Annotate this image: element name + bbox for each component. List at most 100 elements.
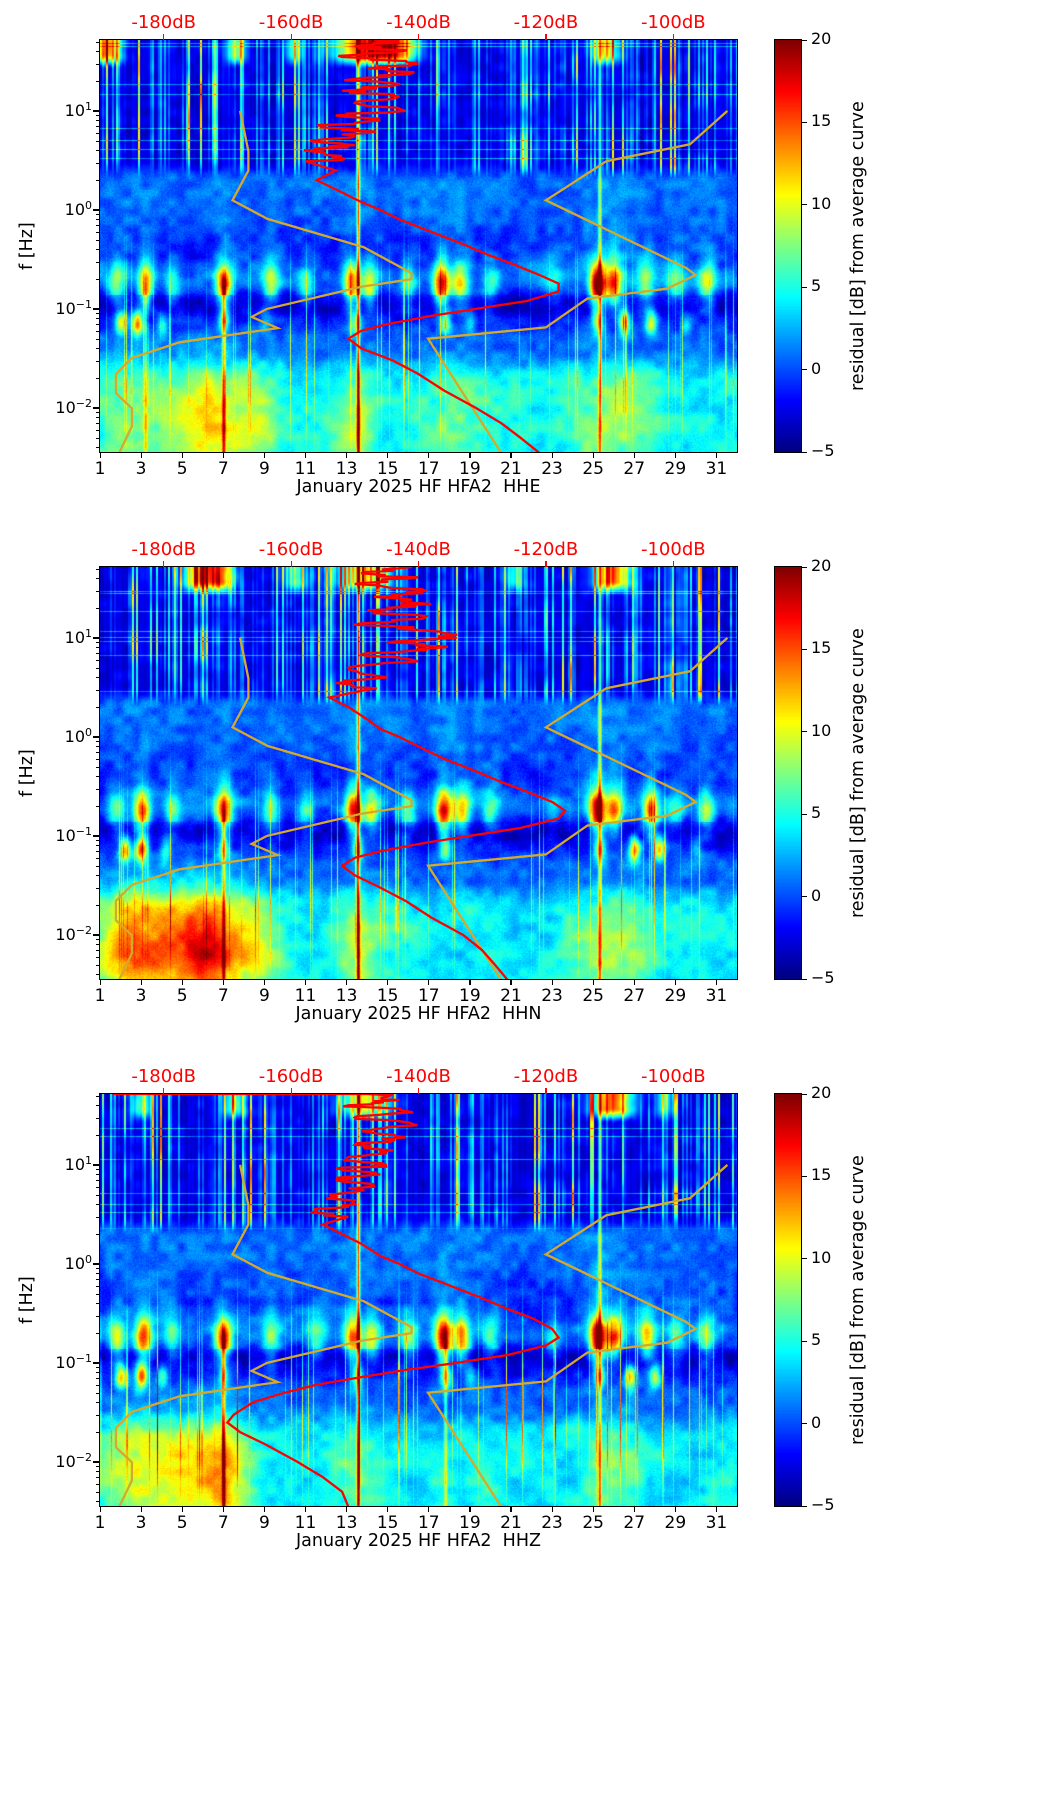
spectrogram-heatmap-canvas <box>100 1094 737 1506</box>
x-tick-label: 11 <box>294 986 317 1006</box>
y-minor-tick <box>96 214 100 216</box>
colorbar-label: residual [dB] from average curve <box>848 101 868 391</box>
top-axis-tick <box>418 561 420 567</box>
y-minor-tick <box>96 1384 100 1386</box>
colorbar-tick <box>801 1175 807 1178</box>
x-tick <box>469 979 471 985</box>
y-minor-tick <box>96 249 100 251</box>
x-tick <box>263 979 266 985</box>
colorbar-tick <box>801 1505 807 1507</box>
y-minor-tick <box>96 1293 100 1295</box>
y-major-tick <box>93 209 100 211</box>
y-minor-tick <box>96 1471 100 1473</box>
y-minor-tick <box>96 944 100 946</box>
colorbar-tick <box>801 1340 807 1342</box>
y-minor-tick <box>96 1501 100 1503</box>
x-tick <box>551 979 553 985</box>
x-tick <box>510 1506 512 1512</box>
top-axis-tick <box>163 561 165 567</box>
y-major-tick <box>93 637 100 639</box>
y-minor-tick <box>96 180 100 182</box>
x-tick-label: 9 <box>258 1513 270 1533</box>
x-tick-label: 25 <box>582 986 604 1006</box>
y-minor-tick <box>96 1378 100 1380</box>
x-tick-label: 23 <box>541 1513 563 1533</box>
x-tick-label: 11 <box>294 1513 317 1533</box>
y-minor-tick <box>96 887 100 889</box>
colorbar-tick-label: 15 <box>811 111 832 131</box>
top-axis-db-label: -180dB <box>131 12 196 33</box>
y-minor-tick <box>96 1135 100 1137</box>
top-axis-tick <box>163 1088 165 1094</box>
x-tick <box>551 452 553 458</box>
y-minor-tick <box>96 578 100 580</box>
y-minor-tick <box>96 1372 100 1374</box>
x-tick <box>346 979 348 985</box>
average-psd-curve <box>112 1094 561 1506</box>
y-minor-tick <box>96 851 100 853</box>
y-minor-tick <box>96 162 100 164</box>
x-tick-label: 25 <box>582 459 604 479</box>
x-tick-label: 31 <box>705 1513 728 1533</box>
colorbar-tick-label: 5 <box>811 803 822 823</box>
colorbar-tick <box>801 121 807 124</box>
y-minor-tick <box>96 659 100 661</box>
colorbar-tick <box>801 566 807 568</box>
x-tick-label: 17 <box>417 986 440 1006</box>
x-tick-label: 9 <box>258 986 270 1006</box>
colorbar <box>774 39 802 453</box>
y-minor-tick <box>96 1483 100 1485</box>
x-tick <box>674 979 677 985</box>
y-minor-tick <box>96 1402 100 1404</box>
y-tick-label: 10−2 <box>55 1450 92 1471</box>
x-tick <box>715 452 718 458</box>
y-tick-label: 10−1 <box>55 824 92 845</box>
colorbar-tick <box>801 39 807 41</box>
x-tick <box>304 979 307 985</box>
nlnm-curve <box>114 110 413 452</box>
top-axis-tick <box>672 561 674 567</box>
x-tick-label: 15 <box>376 1513 399 1533</box>
top-axis-tick <box>290 34 292 40</box>
y-minor-tick <box>96 417 100 419</box>
spectrogram-plot <box>99 566 738 980</box>
x-tick <box>304 452 307 458</box>
y-tick-label: 10−1 <box>55 1351 92 1372</box>
y-minor-tick <box>96 1466 100 1468</box>
spectrogram-panel-hhe: f [Hz] January 2025 HF HFA2 HHE residual… <box>0 0 1052 527</box>
x-tick <box>715 1506 718 1512</box>
x-tick-label: 11 <box>294 459 317 479</box>
y-minor-tick <box>96 1491 100 1493</box>
x-tick-label: 5 <box>176 459 188 479</box>
y-minor-tick <box>96 279 100 281</box>
y-tick-label: 100 <box>64 198 92 219</box>
y-minor-tick <box>96 956 100 958</box>
x-tick <box>715 979 718 985</box>
x-tick-label: 13 <box>335 459 358 479</box>
x-tick <box>674 1506 677 1512</box>
y-tick-label: 100 <box>64 725 92 746</box>
y-minor-tick <box>96 964 100 966</box>
y-minor-tick <box>96 642 100 644</box>
y-minor-tick <box>96 806 100 808</box>
y-minor-tick <box>96 1303 100 1305</box>
y-minor-tick <box>96 939 100 941</box>
y-minor-tick <box>96 1174 100 1176</box>
x-tick <box>346 1506 348 1512</box>
colorbar-tick-label: 10 <box>811 720 832 740</box>
y-tick-label: 101 <box>64 1153 92 1174</box>
curves-overlay <box>114 567 729 979</box>
y-minor-tick <box>96 1204 100 1206</box>
y-minor-tick <box>96 338 100 340</box>
y-minor-tick <box>96 423 100 425</box>
colorbar-canvas <box>775 40 801 452</box>
x-tick-label: 7 <box>217 1513 229 1533</box>
top-axis-db-label: -160dB <box>258 1066 324 1087</box>
colorbar-tick-label: 5 <box>811 276 822 296</box>
y-minor-tick <box>96 1194 100 1196</box>
y-major-tick <box>93 736 100 738</box>
spectrogram-heatmap-canvas <box>100 40 737 452</box>
y-minor-tick <box>96 324 100 326</box>
x-tick-label: 27 <box>623 986 646 1006</box>
y-minor-tick <box>96 225 100 227</box>
